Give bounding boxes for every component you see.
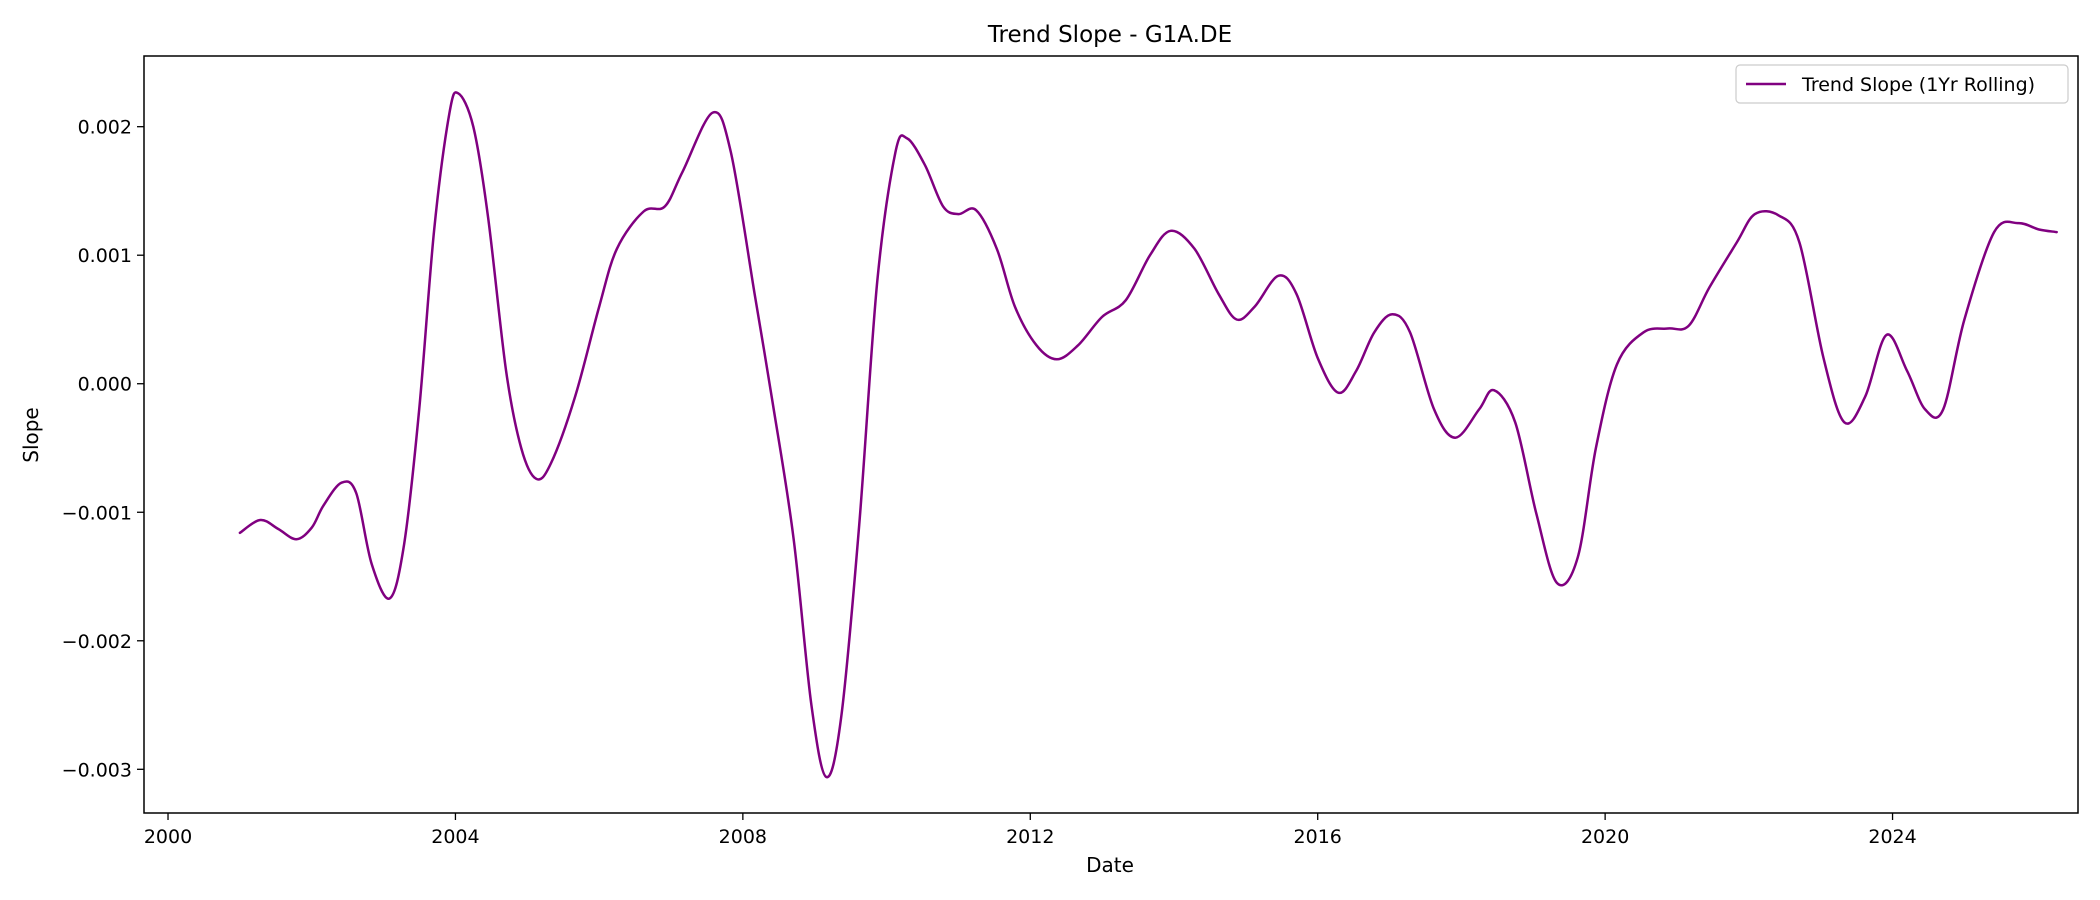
y-tick-label: 0.001 bbox=[78, 245, 132, 267]
chart-title: Trend Slope - G1A.DE bbox=[987, 22, 1232, 48]
x-axis-label: Date bbox=[1086, 853, 1134, 877]
y-axis-label: Slope bbox=[19, 407, 43, 463]
legend: Trend Slope (1Yr Rolling) bbox=[1735, 64, 2069, 104]
y-tick-label: −0.001 bbox=[62, 502, 132, 524]
y-tick-label: 0.000 bbox=[78, 374, 132, 396]
y-tick-label: −0.002 bbox=[62, 631, 132, 653]
x-tick-label: 2020 bbox=[1581, 826, 1629, 848]
legend-entry-label: Trend Slope (1Yr Rolling) bbox=[1801, 74, 2035, 96]
legend-box bbox=[1735, 64, 2069, 104]
y-tick-label: 0.002 bbox=[78, 117, 132, 139]
y-tick-label: −0.003 bbox=[62, 759, 132, 781]
x-tick-label: 2000 bbox=[144, 826, 192, 848]
series-line-trend-slope bbox=[238, 91, 2058, 779]
x-axis: 2000 2004 2008 2012 2016 2020 2024 bbox=[144, 813, 1917, 848]
x-tick-label: 2004 bbox=[431, 826, 479, 848]
x-tick-label: 2008 bbox=[719, 826, 767, 848]
x-tick-label: 2024 bbox=[1868, 826, 1916, 848]
x-tick-label: 2012 bbox=[1006, 826, 1054, 848]
x-tick-label: 2016 bbox=[1294, 826, 1342, 848]
plot-area-frame bbox=[143, 55, 2079, 814]
y-axis: 0.002 0.001 0.000 −0.001 −0.002 −0.003 bbox=[62, 117, 144, 781]
